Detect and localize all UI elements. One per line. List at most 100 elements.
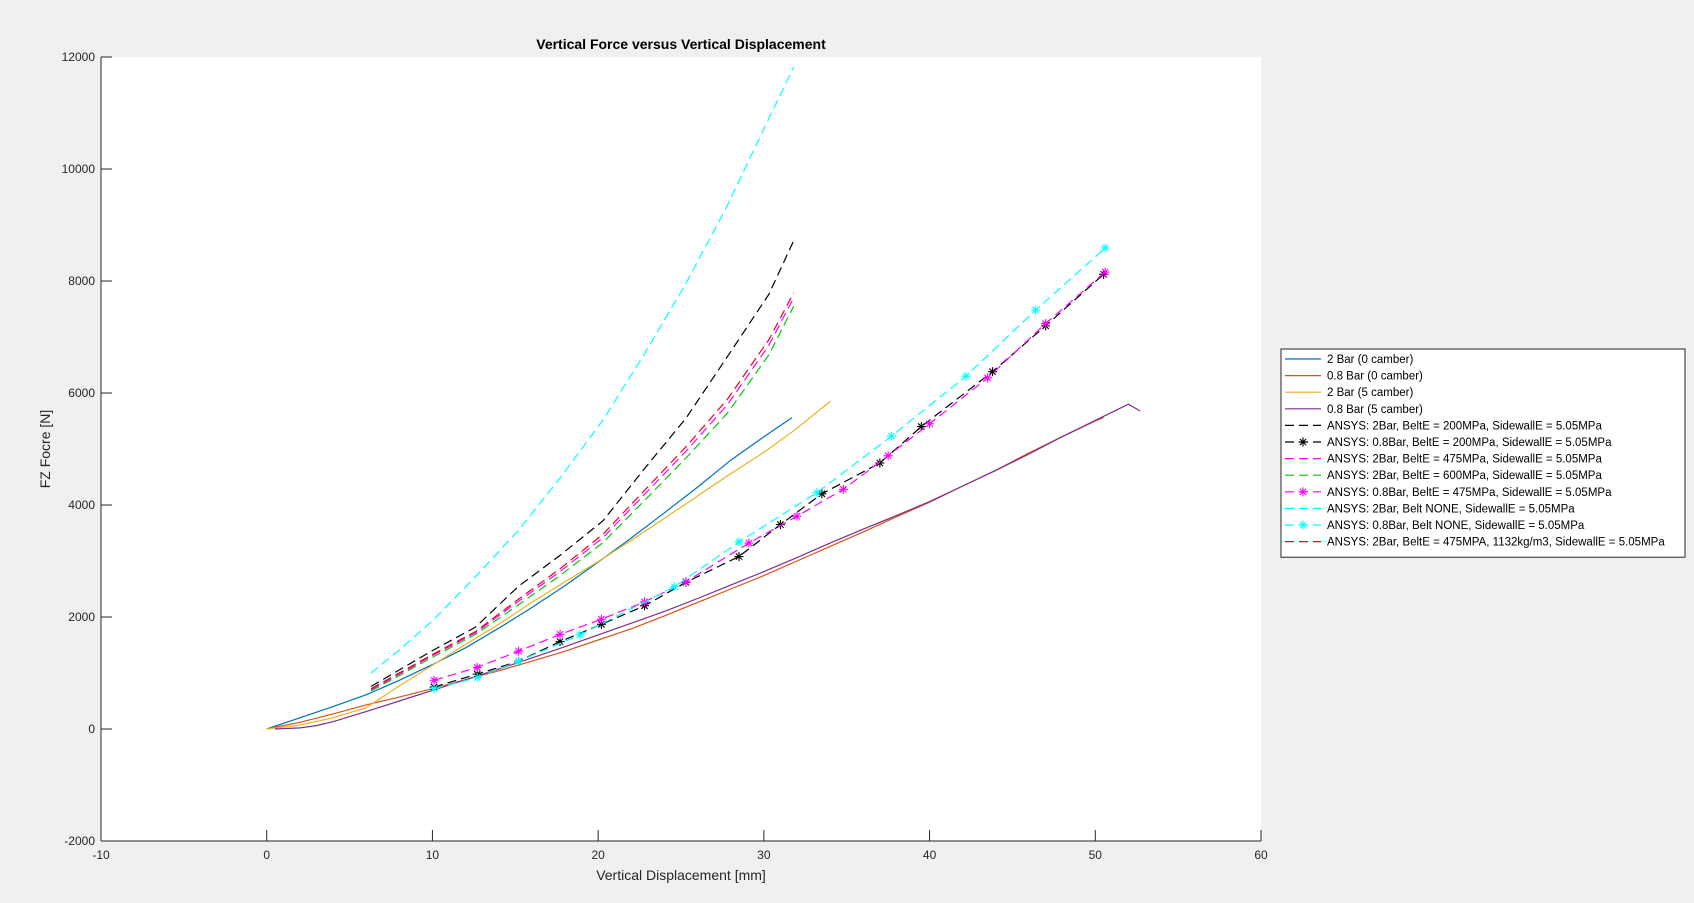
x-tick-label: 20 [591,848,605,862]
y-tick-label: 6000 [68,386,95,400]
asterisk-marker [883,451,893,461]
asterisk-stroke [1101,244,1109,252]
asterisk-marker [1298,520,1308,530]
asterisk-marker [988,367,998,377]
series-line [370,240,795,687]
asterisk-marker [925,419,935,429]
asterisk-stroke [597,620,605,628]
series-layer [266,66,1141,730]
legend-item: ANSYS: 0.8Bar, BeltE = 200MPa, SidewallE… [1285,437,1612,449]
asterisk-marker [734,552,744,562]
asterisk-stroke [1299,488,1307,496]
asterisk-stroke [430,685,438,693]
series-5 [370,240,795,687]
asterisk-stroke [735,538,743,546]
series-10 [370,66,795,674]
chart-title: Vertical Force versus Vertical Displacem… [536,36,826,52]
x-tick-label: 60 [1254,848,1268,862]
series-1 [266,417,793,730]
legend-label: 0.8 Bar (5 camber) [1327,404,1423,416]
series-7 [370,297,795,691]
asterisk-stroke [1299,438,1307,446]
asterisk-stroke [813,489,821,497]
x-tick-label: -10 [92,848,110,862]
asterisk-stroke [962,372,970,380]
asterisk-marker [983,373,993,383]
asterisk-stroke [1032,306,1040,314]
asterisk-stroke [989,368,997,376]
asterisk-stroke [670,583,678,591]
y-axis-ticks: -2000 0 2000 4000 6000 8000 10000 12000 [62,50,112,848]
asterisk-marker [1031,305,1041,315]
y-tick-label: 12000 [62,50,96,64]
series-line [370,305,795,692]
asterisk-marker [575,630,585,640]
legend-label: ANSYS: 0.8Bar, BeltE = 200MPa, SidewallE… [1327,437,1612,449]
legend-label: ANSYS: 0.8Bar, BeltE = 475MPa, SidewallE… [1327,487,1612,499]
asterisk-stroke [735,552,743,561]
legend-item: ANSYS: 2Bar, BeltE = 600MPa, SidewallE =… [1285,470,1602,482]
asterisk-stroke [984,374,992,382]
asterisk-stroke [682,578,690,586]
legend-label: 2 Bar (5 camber) [1327,387,1413,399]
asterisk-marker [429,675,439,685]
asterisk-marker [875,458,885,468]
x-axis-label: Vertical Displacement [mm] [596,867,766,883]
asterisk-stroke [473,663,481,671]
asterisk-stroke [926,420,934,428]
asterisk-marker [514,656,524,666]
legend-label: ANSYS: 2Bar, Belt NONE, SidewallE = 5.05… [1327,503,1575,515]
y-tick-label: 10000 [62,162,96,176]
x-tick-label: 0 [263,848,270,862]
series-8 [370,305,795,692]
x-tick-label: 10 [426,848,440,862]
asterisk-marker [961,371,971,381]
asterisk-stroke [556,630,564,638]
asterisk-stroke [884,452,892,460]
asterisk-stroke [597,615,605,623]
asterisk-marker [1041,319,1051,329]
legend-label: ANSYS: 0.8Bar, Belt NONE, SidewallE = 5.… [1327,520,1585,532]
x-axis-ticks: -10 0 10 20 30 40 50 60 [92,830,1268,862]
series-11 [429,243,1110,694]
asterisk-stroke [917,423,925,431]
legend-item: ANSYS: 2Bar, BeltE = 475MPa, SidewallE =… [1285,454,1602,466]
legend: 2 Bar (0 camber) 0.8 Bar (0 camber) 2 Bar … [1280,348,1686,558]
asterisk-marker [514,646,524,656]
asterisk-marker [792,511,802,521]
asterisk-marker [472,672,482,682]
legend-label: ANSYS: 2Bar, BeltE = 475MPA, 1132kg/m3, … [1327,537,1665,549]
series-line [266,417,793,730]
asterisk-marker [1100,267,1110,277]
series-line [274,403,1141,730]
asterisk-stroke [876,459,884,467]
y-tick-label: -2000 [64,834,95,848]
asterisk-stroke [576,631,584,639]
legend-label: 0.8 Bar (0 camber) [1327,371,1423,383]
asterisk-marker [596,614,606,624]
legend-item: ANSYS: 0.8Bar, Belt NONE, SidewallE = 5.… [1285,520,1585,532]
asterisk-marker [886,431,896,441]
asterisk-marker [1298,487,1308,497]
asterisk-marker [838,484,848,494]
series-4 [274,403,1141,730]
legend-item: 2 Bar (5 camber) [1285,387,1413,399]
legend-item: 0.8 Bar (5 camber) [1285,404,1423,416]
x-tick-label: 40 [923,848,937,862]
asterisk-marker [596,619,606,629]
y-tick-label: 8000 [68,274,95,288]
series-line [370,297,795,691]
asterisk-marker [812,488,822,498]
y-tick-label: 4000 [68,498,95,512]
asterisk-stroke [1101,268,1109,276]
asterisk-marker [744,538,754,548]
asterisk-stroke [473,673,481,682]
asterisk-stroke [515,657,523,665]
plot-area [101,57,1261,841]
y-axis-label: FZ Focre [N] [37,410,53,489]
y-tick-label: 0 [88,722,95,736]
asterisk-stroke [430,676,438,684]
legend-box [1280,348,1686,558]
asterisk-stroke [1299,521,1307,529]
